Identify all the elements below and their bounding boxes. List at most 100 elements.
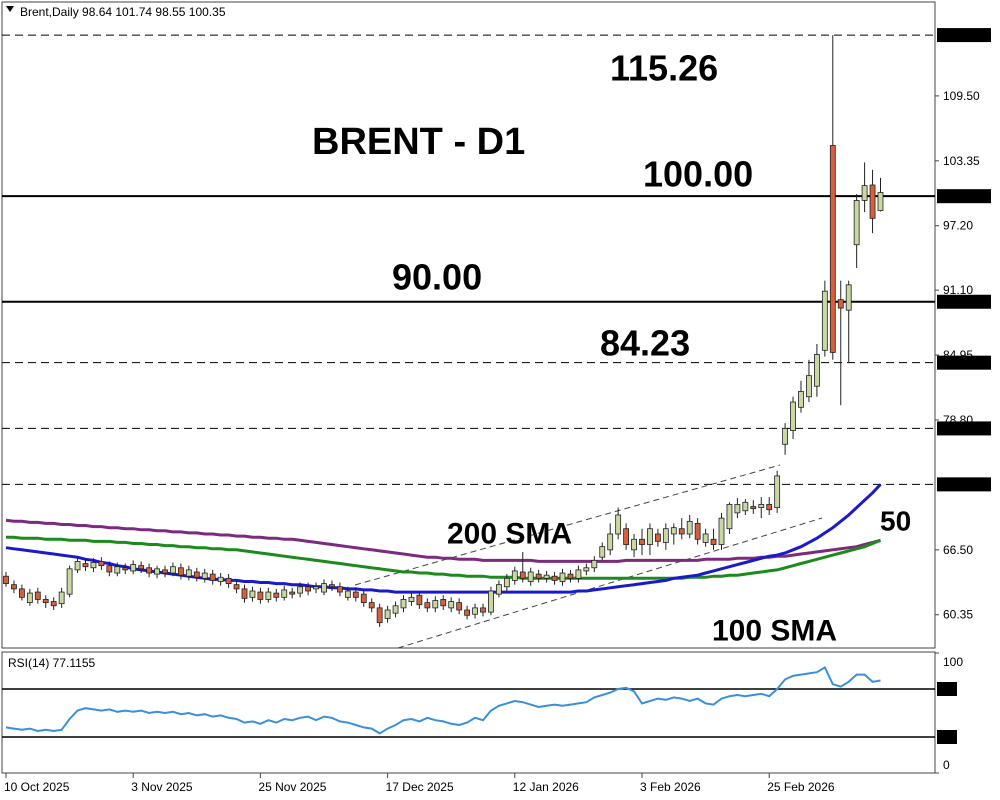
candle-body xyxy=(559,572,566,582)
candle-body xyxy=(313,586,319,590)
level-label: 72.70 xyxy=(941,477,971,491)
candle-body xyxy=(670,527,677,535)
candle-body xyxy=(766,504,773,511)
candle-body xyxy=(376,607,383,624)
candle-body xyxy=(368,602,375,609)
candle-body xyxy=(114,566,121,574)
candle-body xyxy=(591,559,598,569)
candle-body xyxy=(527,571,534,582)
y-tick-label: 97.20 xyxy=(943,219,973,233)
candle-body xyxy=(177,567,184,576)
candle-body xyxy=(154,568,160,575)
rsi-title: RSI(14) 77.1155 xyxy=(8,656,95,670)
candle-body xyxy=(360,593,367,604)
candle-body xyxy=(138,565,145,570)
candle-body xyxy=(42,599,49,604)
candle-body xyxy=(321,583,327,593)
candle-body xyxy=(336,586,343,593)
candle-body xyxy=(305,586,312,592)
candle-body xyxy=(503,577,510,588)
candle-body xyxy=(281,589,288,598)
candle-body xyxy=(424,602,431,609)
candle-body xyxy=(678,528,685,535)
candle-body xyxy=(806,375,812,398)
candle-body xyxy=(384,609,391,619)
x-tick-label: 12 Jan 2026 xyxy=(513,780,579,794)
candle-body xyxy=(249,590,256,598)
candle-body xyxy=(758,504,765,508)
level-label: 84.23 xyxy=(941,356,971,370)
candle-body xyxy=(352,591,359,598)
x-tick-label: 10 Oct 2025 xyxy=(4,780,70,794)
candle-body xyxy=(623,528,629,545)
level-label-box xyxy=(937,28,991,43)
candle-body xyxy=(58,591,65,605)
candle-body xyxy=(821,290,828,351)
level-label-box xyxy=(937,421,991,436)
candle-body xyxy=(18,588,25,598)
rsi-panel xyxy=(1,651,936,774)
candle-body xyxy=(631,538,637,551)
candle-body xyxy=(34,591,41,600)
candle-body xyxy=(217,576,224,582)
candle-body xyxy=(50,601,57,607)
candle-body xyxy=(66,568,73,595)
candle-body xyxy=(774,475,781,508)
channel-upper xyxy=(354,464,781,586)
y-tick-label: 66.50 xyxy=(943,543,973,557)
candle-body xyxy=(639,538,645,545)
candle-body xyxy=(162,569,168,574)
candle-body xyxy=(583,567,590,572)
candle-body xyxy=(710,538,717,545)
candle-body xyxy=(495,584,502,595)
candle-body xyxy=(185,569,192,577)
level-label: 100.00 xyxy=(941,189,978,203)
candle-body xyxy=(718,517,725,545)
price-panel xyxy=(1,1,936,649)
candle-body xyxy=(877,192,884,211)
candle-body xyxy=(551,575,558,581)
candle-body xyxy=(297,586,304,594)
x-tick-label: 25 Feb 2026 xyxy=(767,780,835,794)
y-tick-label: 60.35 xyxy=(943,608,973,622)
candle-body xyxy=(193,571,200,578)
candle-body xyxy=(3,575,9,585)
candle-body xyxy=(464,609,471,616)
candle-body xyxy=(416,594,423,606)
sma-line xyxy=(6,535,882,580)
candle-body xyxy=(567,573,574,579)
candle-body xyxy=(543,574,550,579)
candle-body xyxy=(782,428,788,445)
candle-body xyxy=(535,573,542,579)
candle-body xyxy=(750,506,757,510)
candle-body xyxy=(686,520,693,535)
candle-body xyxy=(599,546,606,558)
level-label: 90.00 xyxy=(941,295,971,309)
x-tick-label: 3 Nov 2025 xyxy=(131,780,193,794)
candle-body xyxy=(289,591,296,595)
candle-body xyxy=(726,504,733,530)
candle-body xyxy=(344,590,351,598)
candle-body xyxy=(265,591,272,600)
candle-body xyxy=(829,145,836,353)
candle-body xyxy=(511,570,518,581)
rsi-tick-label: 100 xyxy=(943,655,963,669)
rsi-level-label: 30 xyxy=(939,730,953,744)
annotation: 115.26 xyxy=(610,48,718,89)
candle-body xyxy=(869,184,876,219)
candle-body xyxy=(734,504,741,514)
candle-body xyxy=(146,567,153,574)
candle-body xyxy=(400,599,407,609)
rsi-line xyxy=(5,665,881,735)
candle-body xyxy=(130,564,137,572)
candle-body xyxy=(106,565,113,573)
candle-body xyxy=(233,584,240,590)
level-label: 115.26 xyxy=(941,28,977,42)
sma-line xyxy=(5,518,881,563)
x-tick-label: 25 Nov 2025 xyxy=(258,780,326,794)
candle-body xyxy=(98,561,105,567)
candle-body xyxy=(575,569,582,579)
annotation: 84.23 xyxy=(600,323,690,364)
candle-body xyxy=(241,588,248,599)
